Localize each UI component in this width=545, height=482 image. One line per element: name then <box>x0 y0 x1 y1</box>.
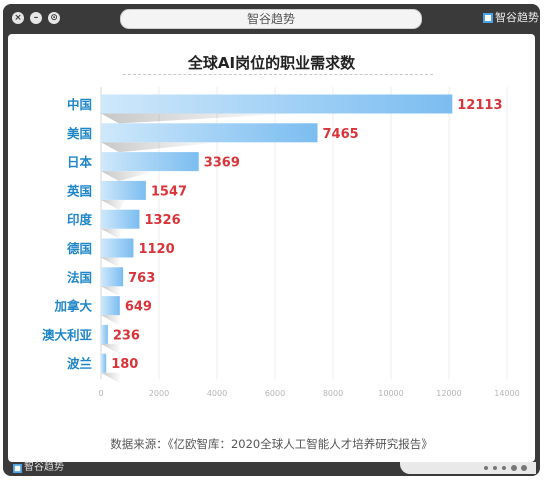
bar-shadow <box>101 171 155 182</box>
title-bar: × – ⊙ 智谷趋势 智谷趋势 <box>3 4 540 32</box>
x-tick-label: 6000 <box>265 389 285 398</box>
category-label: 中国 <box>67 97 92 112</box>
page-dot[interactable] <box>502 466 506 470</box>
chart-title: 全球AI岗位的职业需求数 <box>187 54 356 72</box>
value-label: 12113 <box>457 98 502 113</box>
bar-shadow <box>101 257 121 268</box>
category-label: 英国 <box>67 183 92 198</box>
bar <box>101 324 108 344</box>
bar <box>101 296 120 316</box>
content-panel: 全球AI岗位的职业需求数 中国 12113 美国 7465 日本 3369 英国 1547 印度… <box>8 34 535 462</box>
value-label: 1547 <box>151 184 187 199</box>
bar <box>101 267 124 287</box>
value-label: 3369 <box>204 156 240 171</box>
value-label: 236 <box>113 328 140 343</box>
value-label: 763 <box>128 271 155 286</box>
close-icon[interactable]: × <box>12 12 24 24</box>
page-indicator <box>400 462 536 474</box>
bar-shadow <box>101 113 295 124</box>
x-tick-label: 4000 <box>207 389 227 398</box>
minimize-icon[interactable]: – <box>30 12 42 24</box>
bar <box>101 209 140 229</box>
x-tick-label: 10000 <box>378 389 403 398</box>
maximize-icon[interactable]: ⊙ <box>48 12 60 24</box>
category-label: 澳大利亚 <box>42 327 93 342</box>
page-dot[interactable] <box>484 466 488 470</box>
bar <box>101 123 318 143</box>
bar <box>101 180 146 200</box>
footer-brand: 智谷趋势 <box>9 462 68 474</box>
bar <box>101 94 453 114</box>
bar <box>101 353 107 373</box>
value-label: 1326 <box>144 213 180 228</box>
x-tick-label: 2000 <box>149 389 169 398</box>
title-divider <box>123 74 433 75</box>
x-tick-label: 14000 <box>494 389 519 398</box>
brand-mark-icon <box>483 13 493 23</box>
category-label: 日本 <box>67 155 93 170</box>
page-dot[interactable] <box>521 465 527 471</box>
category-label: 美国 <box>67 126 92 141</box>
x-tick-label: 8000 <box>323 389 343 398</box>
category-label: 加拿大 <box>53 299 92 314</box>
category-label: 印度 <box>67 212 93 227</box>
bar-shadow <box>101 286 121 297</box>
value-label: 180 <box>111 357 138 372</box>
bar-shadow <box>101 142 221 153</box>
x-tick-label: 0 <box>98 389 103 398</box>
category-label: 德国 <box>67 241 92 256</box>
window-title: 智谷趋势 <box>120 9 422 29</box>
footer-brand-mark-icon <box>13 463 22 473</box>
value-label: 1120 <box>138 242 174 257</box>
page-dot[interactable] <box>493 466 497 470</box>
bar-shadow <box>101 372 121 383</box>
bar-shadow <box>101 228 123 239</box>
brand-name: 智谷趋势 <box>495 11 539 24</box>
page-dot[interactable] <box>511 465 517 471</box>
bar-chart: 中国 12113 美国 7465 日本 3369 英国 1547 印度 1326 德国 1120 法国 7… <box>42 87 520 398</box>
bar-shadow <box>101 343 121 354</box>
bar <box>101 152 199 172</box>
x-tick-label: 12000 <box>436 389 461 398</box>
brand-logo: 智谷趋势 <box>483 11 539 25</box>
value-label: 649 <box>125 300 152 315</box>
app-window: × – ⊙ 智谷趋势 智谷趋势 全球AI岗位的职业需求数 <box>3 4 540 476</box>
footer-bar: 智谷趋势 <box>3 462 540 476</box>
value-label: 7465 <box>322 127 358 142</box>
bar-shadow <box>101 199 126 210</box>
source-note: 数据来源：《亿欧智库：2020全球人工智能人才培养研究报告》 <box>110 437 433 451</box>
bar <box>101 238 134 258</box>
category-label: 法国 <box>67 270 92 285</box>
bar-shadow <box>101 315 121 326</box>
category-label: 波兰 <box>67 356 93 371</box>
footer-brand-name: 智谷趋势 <box>24 462 64 473</box>
